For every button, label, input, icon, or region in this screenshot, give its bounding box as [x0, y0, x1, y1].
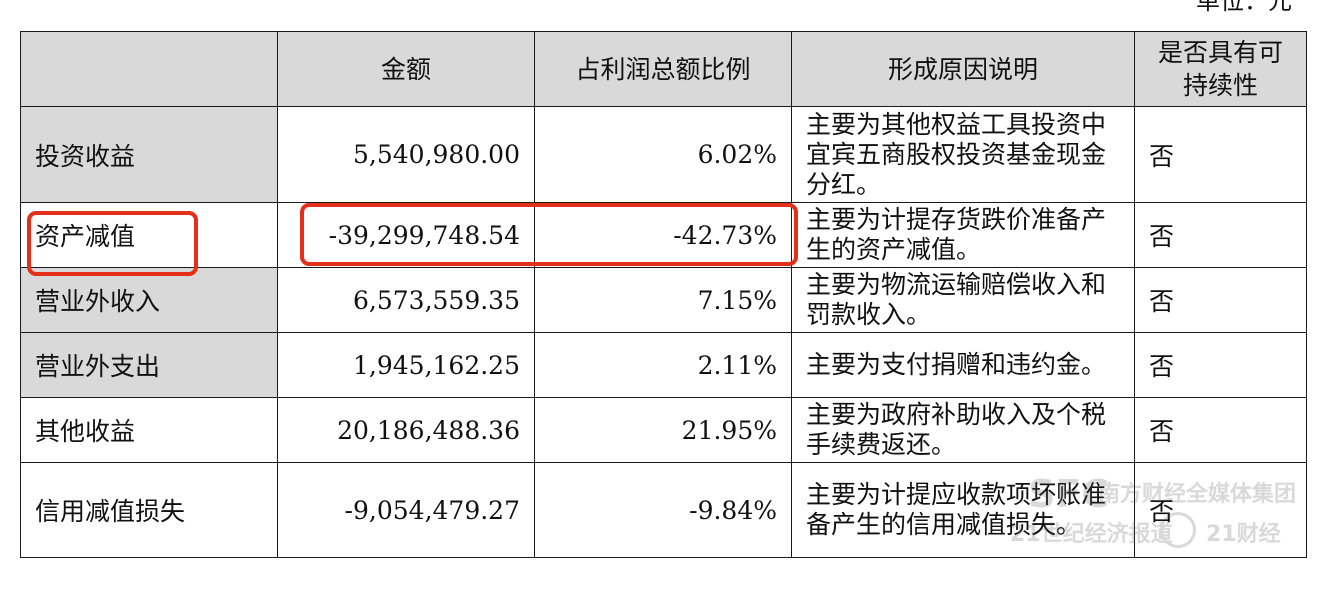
row-item: 资产减值 — [20, 202, 278, 268]
header-row: 金额 占利润总额比例 形成原因说明 是否具有可持续性 — [20, 31, 1307, 107]
row-item: 其他收益 — [20, 397, 278, 463]
row-sustainable: 否 — [1134, 106, 1307, 203]
table-row: 投资收益 5,540,980.00 6.02% 主要为其他权益工具投资中宜宾五商… — [20, 106, 1307, 203]
table-row: 信用减值损失 -9,054,479.27 -9.84% 主要为计提应收款项坏账准… — [20, 462, 1307, 558]
row-ratio: -9.84% — [534, 462, 792, 558]
row-reason: 主要为支付捐赠和违约金。 — [791, 332, 1135, 398]
row-reason: 主要为计提存货跌价准备产生的资产减值。 — [791, 202, 1135, 268]
table-row: 资产减值 -39,299,748.54 -42.73% 主要为计提存货跌价准备产… — [20, 202, 1307, 268]
row-ratio: 2.11% — [534, 332, 792, 398]
row-sustainable: 否 — [1134, 462, 1307, 558]
row-ratio: -42.73% — [534, 202, 792, 268]
row-amount: 20,186,488.36 — [277, 397, 535, 463]
header-ratio: 占利润总额比例 — [534, 31, 792, 107]
row-reason: 主要为计提应收款项坏账准备产生的信用减值损失。 — [791, 462, 1135, 558]
row-amount: -9,054,479.27 — [277, 462, 535, 558]
table-row: 营业外支出 1,945,162.25 2.11% 主要为支付捐赠和违约金。 否 — [20, 332, 1307, 398]
financial-table: 金额 占利润总额比例 形成原因说明 是否具有可持续性 投资收益 5,540,98… — [20, 31, 1307, 558]
row-sustainable: 否 — [1134, 202, 1307, 268]
row-item: 营业外支出 — [20, 332, 278, 398]
unit-label: 单位：元 — [1196, 0, 1292, 15]
header-sustainable: 是否具有可持续性 — [1134, 31, 1307, 107]
row-ratio: 7.15% — [534, 267, 792, 333]
row-item: 信用减值损失 — [20, 462, 278, 558]
header-amount: 金额 — [277, 31, 535, 107]
row-reason: 主要为物流运输赔偿收入和罚款收入。 — [791, 267, 1135, 333]
row-item: 投资收益 — [20, 106, 278, 203]
row-sustainable: 否 — [1134, 397, 1307, 463]
row-ratio: 21.95% — [534, 397, 792, 463]
header-reason: 形成原因说明 — [791, 31, 1135, 107]
row-amount: -39,299,748.54 — [277, 202, 535, 268]
row-sustainable: 否 — [1134, 267, 1307, 333]
table-row: 其他收益 20,186,488.36 21.95% 主要为政府补助收入及个税手续… — [20, 397, 1307, 463]
row-reason: 主要为其他权益工具投资中宜宾五商股权投资基金现金分红。 — [791, 106, 1135, 203]
row-item: 营业外收入 — [20, 267, 278, 333]
header-blank — [20, 31, 278, 107]
row-amount: 5,540,980.00 — [277, 106, 535, 203]
row-sustainable: 否 — [1134, 332, 1307, 398]
row-amount: 6,573,559.35 — [277, 267, 535, 333]
row-ratio: 6.02% — [534, 106, 792, 203]
table-row: 营业外收入 6,573,559.35 7.15% 主要为物流运输赔偿收入和罚款收… — [20, 267, 1307, 333]
row-amount: 1,945,162.25 — [277, 332, 535, 398]
row-reason: 主要为政府补助收入及个税手续费返还。 — [791, 397, 1135, 463]
